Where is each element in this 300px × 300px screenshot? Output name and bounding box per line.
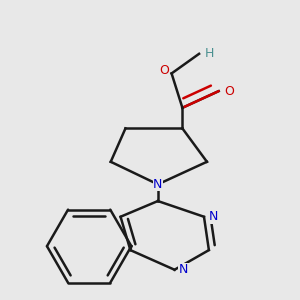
Text: N: N — [153, 178, 163, 191]
Text: N: N — [179, 263, 188, 276]
Text: N: N — [208, 210, 218, 223]
Text: H: H — [205, 47, 214, 60]
Text: O: O — [225, 85, 235, 98]
Text: O: O — [159, 64, 169, 77]
